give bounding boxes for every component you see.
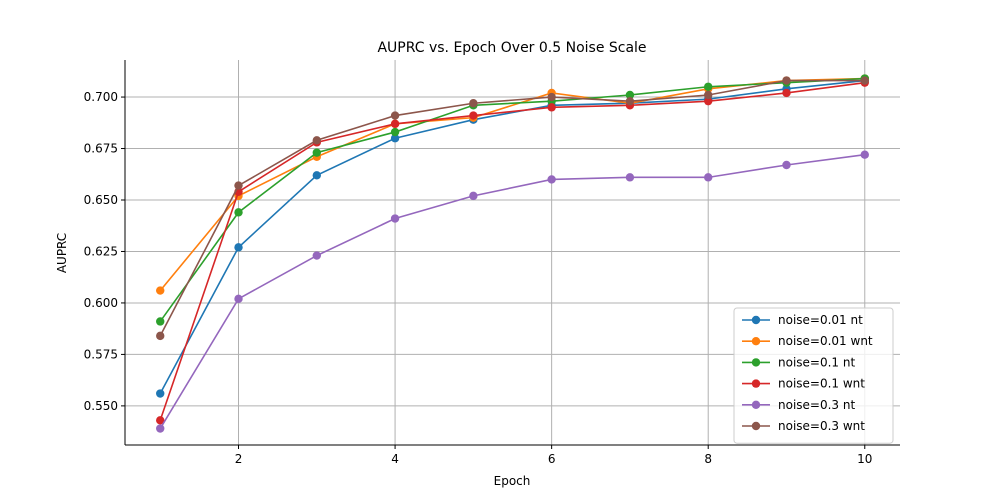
- data-point: [234, 181, 243, 190]
- x-axis-title: Epoch: [494, 474, 531, 488]
- series-line: [159, 81, 865, 421]
- data-point: [782, 160, 791, 170]
- axes: [124, 60, 900, 446]
- x-tick-label: 8: [704, 452, 712, 466]
- legend-label: noise=0.1 nt: [778, 355, 855, 369]
- y-tick-label: 0.700: [84, 90, 118, 104]
- data-point: [547, 175, 556, 184]
- y-tick-label: 0.550: [84, 399, 118, 413]
- legend-box: [733, 307, 894, 444]
- data-point: [390, 119, 400, 129]
- series-4: [156, 150, 869, 433]
- data-point: [156, 424, 165, 433]
- data-point: [390, 214, 400, 223]
- x-tick-label: 10: [857, 452, 872, 466]
- series-layer: [156, 74, 869, 433]
- data-point: [704, 96, 713, 106]
- data-point: [469, 99, 478, 108]
- series-5: [156, 76, 869, 341]
- series-line: [159, 77, 865, 322]
- legend-label: noise=0.1 wnt: [778, 377, 865, 391]
- legend-swatch-marker: [751, 379, 761, 388]
- legend-label: noise=0.3 nt: [778, 398, 855, 412]
- data-point: [312, 136, 321, 145]
- data-point: [704, 90, 713, 100]
- data-point: [625, 96, 635, 106]
- data-point: [312, 171, 321, 180]
- legend-label: noise=0.01 nt: [778, 313, 863, 327]
- y-axis-title: AUPRC: [55, 233, 69, 273]
- y-tick-label: 0.600: [84, 296, 118, 310]
- legend-swatch-marker: [751, 315, 761, 325]
- series-line: [159, 79, 865, 337]
- legend-label: noise=0.3 wnt: [778, 419, 865, 433]
- y-tick-label: 0.575: [84, 347, 118, 361]
- data-point: [704, 173, 713, 182]
- data-point: [390, 111, 400, 120]
- legend: noise=0.01 nt noise=0.01 wnt noise=0.1 nt n…: [733, 307, 894, 444]
- series-line: [159, 79, 865, 394]
- data-point: [156, 331, 165, 341]
- chart-title: AUPRC vs. Epoch Over 0.5 Noise Scale: [377, 40, 646, 56]
- data-point: [547, 103, 556, 112]
- data-point: [782, 88, 791, 98]
- data-point: [704, 82, 713, 91]
- legend-swatch-marker: [751, 358, 761, 367]
- y-tick-label: 0.650: [84, 193, 118, 207]
- data-point: [234, 243, 243, 252]
- data-point: [390, 127, 400, 137]
- data-point: [625, 173, 635, 182]
- data-point: [547, 92, 556, 102]
- data-point: [782, 76, 791, 85]
- data-point: [234, 208, 243, 217]
- legend-label: noise=0.01 wnt: [778, 334, 873, 348]
- x-tick-label: 6: [548, 452, 556, 466]
- data-point: [625, 90, 635, 100]
- data-point: [156, 416, 165, 425]
- data-point: [234, 294, 243, 304]
- y-tick-label: 0.675: [84, 142, 118, 156]
- data-point: [156, 286, 165, 295]
- legend-swatch-marker: [751, 337, 761, 346]
- y-tick-label: 0.625: [84, 244, 118, 258]
- data-point: [312, 148, 321, 157]
- data-point: [156, 317, 165, 326]
- x-tick-label: 4: [391, 452, 399, 466]
- legend-swatch-marker: [751, 400, 761, 409]
- data-point: [312, 251, 321, 260]
- series-line: [159, 153, 865, 429]
- data-point: [469, 111, 478, 120]
- data-point: [860, 76, 869, 85]
- data-point: [156, 389, 165, 398]
- legend-swatch-marker: [751, 421, 761, 431]
- data-point: [390, 134, 400, 143]
- x-tick-label: 2: [235, 452, 243, 466]
- data-point: [469, 191, 478, 201]
- data-point: [860, 150, 869, 159]
- ticks: 2 4 6 8 10 0.550 0.575 0.600 0.625 0.650 0.675 0.70…: [84, 90, 873, 466]
